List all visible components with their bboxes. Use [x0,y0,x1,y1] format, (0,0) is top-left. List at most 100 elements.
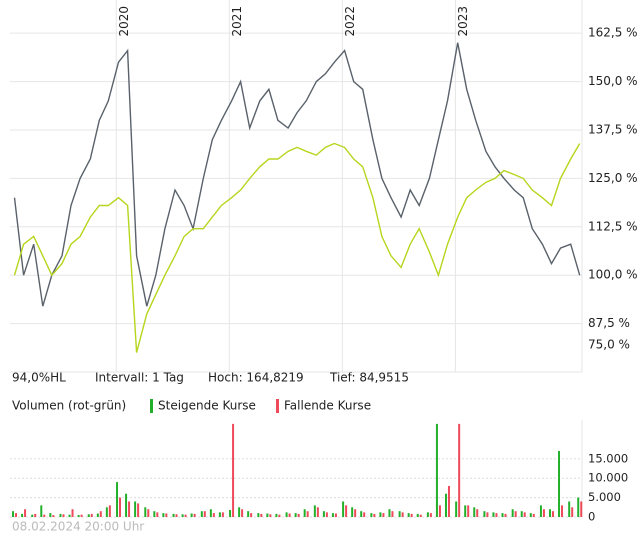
volume-bar [313,505,316,517]
volume-bar [416,513,419,517]
y-tick-label: 75,0 % [588,338,630,352]
volume-bar [90,513,93,517]
volume-bar [398,511,401,517]
volume-bar [40,505,43,517]
volume-bar [203,511,206,517]
volume-bar [379,512,382,517]
volume-bar [458,423,461,517]
volume-bar [561,505,564,517]
high-info: Hoch: 164,8219 [208,371,304,385]
y-tick-label: 125,0 % [588,171,638,185]
volume-bar [238,507,241,517]
volume-bar [542,509,545,517]
volume-bar [212,513,215,517]
volume-bar [175,514,178,517]
x-tick-label: 2022 [343,6,357,37]
volume-bar [221,512,224,517]
volume-bar [351,507,354,517]
volume-bar [257,513,260,517]
y-tick-label: 112,5 % [588,219,638,233]
volume-bar [218,512,221,517]
legend-label: Fallende Kurse [284,399,371,413]
volume-bar [59,513,62,517]
y-tick-label: 87,5 % [588,316,630,330]
volume-bar [514,511,517,517]
volume-bar [71,509,74,517]
volume-bar [156,512,159,517]
price-line [13,42,581,307]
x-tick-label: 2021 [230,6,244,37]
volume-bar [137,503,140,517]
volume-bar [49,513,52,517]
volume-bar [125,493,128,517]
volume-bar [260,513,263,517]
volume-bar [501,513,504,517]
interval-info: Intervall: 1 Tag [95,371,184,385]
volume-title: Volumen (rot-grün) [12,399,126,413]
volume-bar [43,514,46,517]
volume-bar [147,509,150,517]
volume-bar [455,501,458,517]
volume-bar [294,513,297,517]
volume-bar [444,493,447,517]
volume-bar [354,509,357,517]
volume-bar [62,514,65,517]
y-tick-label: 5.000 [588,490,621,504]
volume-bar [181,514,184,517]
volume-bar [134,501,137,517]
legend-swatch [150,399,153,413]
volume-bar [483,511,486,517]
volume-bar [558,451,561,517]
volume-bar [68,514,71,517]
volume-bar [229,510,232,517]
volume-bar [551,511,554,517]
hl-info: 94,0%HL [12,371,66,385]
volume-bar [568,501,571,517]
volume-bar [269,514,272,517]
y-tick-label: 0 [588,510,595,524]
volume-bar [119,497,122,517]
volume-bar [275,513,278,517]
volume-bar [52,515,55,517]
volume-bar [144,507,147,517]
volume-bar [322,511,325,517]
y-tick-label: 150,0 % [588,74,638,88]
volume-bar [577,497,580,517]
legend-label: Steigende Kurse [158,399,256,413]
volume-bar [31,514,34,517]
volume-bar [96,513,99,517]
volume-bar [12,511,15,517]
volume-bar [278,514,281,517]
volume-bar [464,505,467,517]
volume-bar [401,512,404,517]
volume-bar [529,513,532,517]
volume-bar [200,511,203,517]
volume-bar [190,513,193,517]
volume-bar [426,512,429,517]
volume-bar [388,509,391,517]
y-tick-label: 137,5 % [588,122,638,136]
volume-bar [77,515,80,517]
volume-bar [15,513,18,517]
volume-bar [342,501,345,517]
volume-bar [209,509,212,517]
volume-bar [523,512,526,517]
volume-bar [391,511,394,517]
volume-bar [548,509,551,517]
volume-bar [447,485,450,517]
volume-bar [306,511,309,517]
volume-bar [580,501,583,517]
volume-bar [24,509,27,517]
low-info: Tief: 84,9515 [329,371,409,385]
y-tick-label: 10.000 [588,471,628,485]
volume-bar [473,507,476,517]
volume-bar [193,513,196,517]
volume-bar [105,507,108,517]
volume-bar [363,512,366,517]
volume-bar [467,505,470,517]
volume-bar [382,513,385,517]
volume-bar [184,514,187,517]
volume-bar [429,513,432,517]
volume-bar [288,513,291,517]
volume-bar [153,511,156,517]
